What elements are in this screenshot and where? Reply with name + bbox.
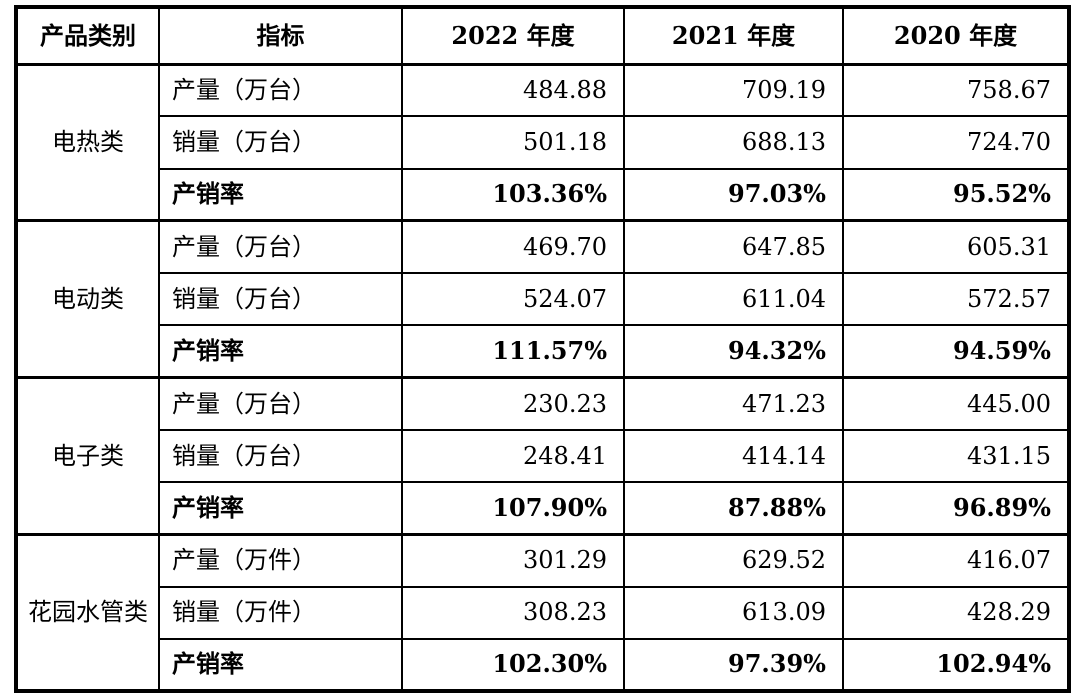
value-cell: 97.39% bbox=[623, 637, 844, 693]
indicator-cell: 产量（万台） bbox=[158, 219, 403, 275]
value-cell: 484.88 bbox=[401, 62, 625, 118]
indicator-cell: 产销率 bbox=[158, 480, 403, 536]
value-cell: 107.90% bbox=[401, 480, 625, 536]
category-cell: 电动类 bbox=[15, 219, 160, 379]
value-cell: 95.52% bbox=[842, 167, 1070, 222]
header-cell-year-2021: 2021 年度 bbox=[623, 6, 844, 66]
table-row: 销量（万台） 501.18 688.13 724.70 bbox=[16, 115, 1070, 170]
value-cell: 94.59% bbox=[842, 324, 1070, 379]
indicator-cell: 销量（万台） bbox=[158, 115, 403, 170]
indicator-cell: 产销率 bbox=[158, 324, 403, 379]
value-cell: 87.88% bbox=[623, 480, 844, 536]
category-cell: 电热类 bbox=[15, 62, 160, 222]
value-cell: 572.57 bbox=[842, 271, 1070, 327]
value-cell: 611.04 bbox=[623, 271, 844, 327]
value-cell: 469.70 bbox=[401, 219, 625, 275]
table-row: 产销率 107.90% 87.88% 96.89% bbox=[16, 480, 1070, 536]
value-cell: 96.89% bbox=[842, 480, 1070, 536]
production-sales-ratio-table: 产品类别 指标 2022 年度 2021 年度 2020 年度 电热类 产量（万… bbox=[14, 5, 1071, 693]
value-cell: 416.07 bbox=[842, 532, 1070, 588]
value-cell: 248.41 bbox=[401, 428, 625, 484]
table-row: 销量（万台） 524.07 611.04 572.57 bbox=[16, 271, 1070, 327]
indicator-cell: 销量（万件） bbox=[158, 585, 403, 640]
table-row: 花园水管类 产量（万件） 301.29 629.52 416.07 bbox=[15, 532, 1070, 692]
header-cell-indicator: 指标 bbox=[158, 6, 403, 66]
value-cell: 629.52 bbox=[623, 532, 844, 588]
header-cell-year-2022: 2022 年度 bbox=[401, 6, 625, 66]
value-cell: 431.15 bbox=[842, 428, 1070, 484]
value-cell: 445.00 bbox=[842, 375, 1070, 431]
value-cell: 414.14 bbox=[623, 428, 844, 484]
value-cell: 428.29 bbox=[842, 585, 1070, 640]
indicator-cell: 产销率 bbox=[158, 637, 403, 693]
value-cell: 724.70 bbox=[842, 115, 1070, 170]
table-row: 电动类 产量（万台） 469.70 647.85 605.31 bbox=[15, 219, 1070, 379]
value-cell: 111.57% bbox=[401, 324, 625, 379]
value-cell: 230.23 bbox=[401, 375, 625, 431]
indicator-cell: 产量（万台） bbox=[158, 375, 403, 431]
value-cell: 613.09 bbox=[623, 585, 844, 640]
table-row: 产销率 102.30% 97.39% 102.94% bbox=[16, 637, 1070, 693]
indicator-cell: 销量（万台） bbox=[158, 428, 403, 484]
table-row: 产销率 111.57% 94.32% 94.59% bbox=[16, 324, 1070, 379]
value-cell: 97.03% bbox=[623, 167, 844, 222]
value-cell: 688.13 bbox=[623, 115, 844, 170]
value-cell: 301.29 bbox=[401, 532, 625, 588]
indicator-cell: 产销率 bbox=[158, 167, 403, 222]
indicator-cell: 产量（万件） bbox=[158, 532, 403, 588]
category-cell: 电子类 bbox=[15, 376, 160, 536]
table-row: 销量（万台） 248.41 414.14 431.15 bbox=[16, 428, 1070, 484]
value-cell: 524.07 bbox=[401, 271, 625, 327]
table-row: 电热类 产量（万台） 484.88 709.19 758.67 bbox=[15, 62, 1070, 222]
table-row: 销量（万件） 308.23 613.09 428.29 bbox=[16, 585, 1070, 640]
value-cell: 709.19 bbox=[623, 62, 844, 118]
value-cell: 102.30% bbox=[401, 637, 625, 693]
indicator-cell: 产量（万台） bbox=[158, 62, 403, 118]
value-cell: 102.94% bbox=[842, 637, 1070, 693]
table-row: 产销率 103.36% 97.03% 95.52% bbox=[16, 167, 1070, 222]
table-row: 电子类 产量（万台） 230.23 471.23 445.00 bbox=[15, 375, 1070, 536]
value-cell: 308.23 bbox=[401, 585, 625, 640]
value-cell: 471.23 bbox=[623, 375, 844, 431]
category-cell: 花园水管类 bbox=[15, 532, 160, 692]
value-cell: 758.67 bbox=[842, 62, 1070, 118]
value-cell: 94.32% bbox=[623, 324, 844, 379]
header-cell-year-2020: 2020 年度 bbox=[842, 6, 1070, 66]
value-cell: 647.85 bbox=[623, 219, 844, 275]
header-row: 产品类别 指标 2022 年度 2021 年度 2020 年度 bbox=[15, 6, 1070, 66]
value-cell: 605.31 bbox=[842, 219, 1070, 275]
indicator-cell: 销量（万台） bbox=[158, 271, 403, 327]
value-cell: 103.36% bbox=[401, 167, 625, 222]
value-cell: 501.18 bbox=[401, 115, 625, 170]
header-cell-category: 产品类别 bbox=[15, 6, 160, 66]
